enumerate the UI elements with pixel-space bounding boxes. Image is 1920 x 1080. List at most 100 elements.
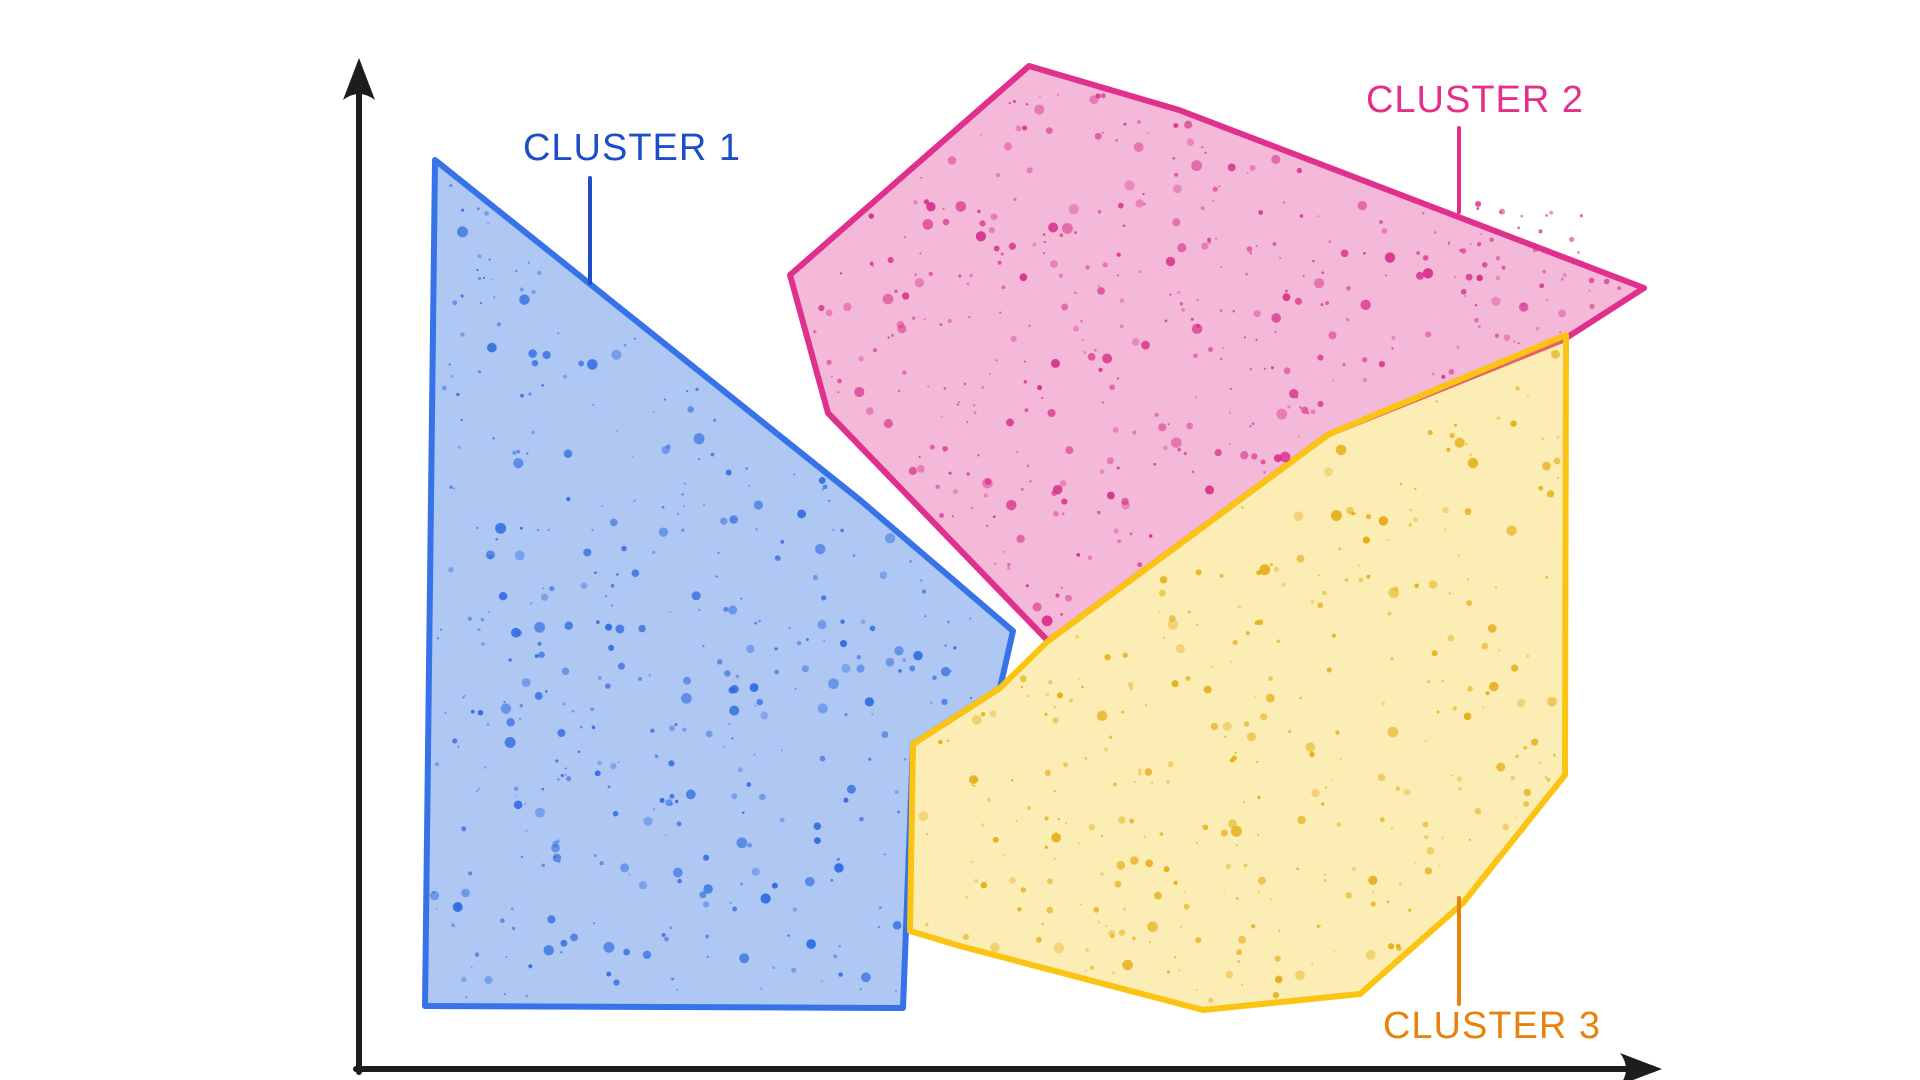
scatter-dot [1166, 780, 1170, 784]
scatter-dot [986, 524, 989, 527]
scatter-dot [1553, 457, 1561, 465]
scatter-dot [1051, 832, 1061, 843]
scatter-dot [813, 822, 822, 830]
scatter-dot [687, 406, 694, 413]
scatter-dot [911, 316, 916, 320]
scatter-dot [1094, 132, 1102, 140]
scatter-dot [1282, 201, 1285, 204]
scatter-dot [914, 278, 925, 288]
scatter-dot [918, 811, 929, 822]
scatter-dot [661, 505, 665, 509]
scatter-dot [1118, 816, 1126, 824]
scatter-dot [1065, 446, 1074, 455]
scatter-dot [1311, 963, 1314, 966]
scatter-dot [1387, 611, 1392, 616]
scatter-dot [1426, 847, 1435, 855]
scatter-dot [1588, 277, 1595, 284]
scatter-dot [938, 512, 945, 519]
scatter-dot [566, 776, 572, 782]
scatter-dot [931, 445, 935, 450]
scatter-dot [1323, 879, 1327, 883]
scatter-dot [962, 933, 970, 941]
scatter-dot [475, 789, 479, 793]
scatter-dot [1052, 717, 1059, 724]
scatter-dot [1299, 214, 1304, 218]
scatter-dot [1255, 338, 1258, 341]
scatter-dot [826, 359, 832, 365]
scatter-dot [1124, 180, 1135, 191]
scatter-dot [592, 922, 596, 925]
scatter-dot [1444, 528, 1447, 531]
scatter-dot [1210, 722, 1219, 731]
scatter-dot [547, 915, 556, 924]
scatter-dot [977, 454, 980, 457]
scatter-dot [1006, 499, 1017, 511]
scatter-dot [1603, 278, 1610, 285]
scatter-dot [1474, 317, 1479, 323]
scatter-dot [1116, 274, 1119, 277]
scatter-dot [597, 675, 602, 680]
scatter-dot [1008, 102, 1011, 105]
scatter-dot [597, 760, 602, 766]
scatter-dot [1580, 260, 1584, 265]
scatter-dot [448, 363, 451, 366]
scatter-dot [940, 415, 943, 418]
scatter-dot [897, 324, 907, 334]
scatter-dot [1109, 384, 1115, 391]
scatter-dot [953, 646, 957, 650]
cluster-3-label: CLUSTER 3 [1383, 1005, 1601, 1047]
scatter-dot [804, 876, 815, 887]
scatter-dot [1061, 512, 1065, 516]
scatter-dot [681, 692, 692, 704]
scatter-dot [970, 860, 974, 864]
scatter-dot [1055, 593, 1060, 598]
scatter-dot [531, 360, 539, 367]
scatter-dot [1477, 275, 1483, 282]
scatter-dot [528, 349, 537, 358]
scatter-dot [1395, 786, 1400, 791]
scatter-dot [1268, 676, 1273, 681]
scatter-dot [1496, 416, 1501, 420]
scatter-dot [988, 373, 991, 376]
scatter-dot [480, 617, 485, 622]
scatter-dot [1007, 566, 1011, 570]
scatter-dot [925, 923, 929, 927]
scatter-dot [1256, 760, 1259, 763]
scatter-dot [1538, 229, 1543, 234]
scatter-dot [525, 994, 528, 998]
scatter-dot [612, 810, 619, 817]
scatter-dot [1102, 262, 1108, 268]
scatter-dot [939, 323, 943, 327]
scatter-dot [1175, 644, 1186, 654]
scatter-dot [973, 404, 976, 407]
scatter-dot [1413, 517, 1418, 522]
scatter-dot [993, 245, 1000, 252]
scatter-dot [723, 746, 726, 748]
scatter-dot [891, 334, 894, 337]
scatter-dot [1098, 367, 1103, 373]
scatter-dot [1158, 423, 1167, 432]
scatter-dot [552, 853, 562, 863]
scatter-dot [542, 350, 551, 360]
scatter-dot [1100, 834, 1103, 838]
scatter-dot [488, 554, 493, 559]
scatter-dot [513, 800, 523, 810]
scatter-dot [942, 218, 950, 226]
scatter-dot [477, 709, 484, 716]
scatter-dot [1068, 203, 1079, 215]
scatter-dot [668, 725, 675, 732]
scatter-dot [1195, 988, 1198, 991]
scatter-dot [545, 690, 548, 693]
scatter-dot [1249, 164, 1256, 172]
cluster-1-dots [429, 184, 973, 999]
scatter-dot [1449, 432, 1455, 439]
scatter-dot [703, 504, 706, 507]
scatter-dot [1365, 950, 1376, 960]
scatter-dot [478, 277, 482, 280]
scatter-dot [755, 528, 758, 531]
scatter-dot [1379, 817, 1385, 823]
scatter-dot [493, 296, 496, 299]
scatter-dot [1474, 808, 1482, 815]
scatter-dot [669, 793, 675, 799]
scatter-dot [887, 257, 894, 264]
